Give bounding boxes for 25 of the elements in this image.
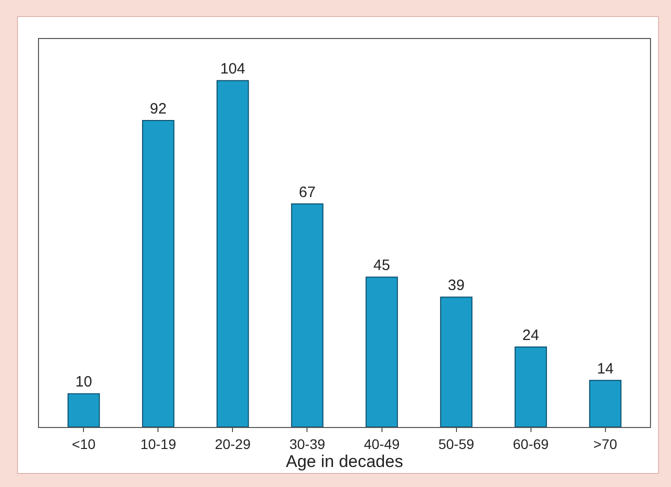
- data-label: 24: [522, 327, 540, 344]
- x-tick-label: >70: [593, 436, 618, 452]
- x-axis-title: Age in decades: [286, 452, 404, 471]
- x-tick-label: 60-69: [512, 436, 549, 452]
- data-label: 10: [75, 374, 92, 391]
- data-label: 104: [220, 60, 246, 78]
- data-label: 67: [298, 184, 316, 201]
- bar: [291, 203, 324, 427]
- x-tick-label: 20-29: [214, 436, 251, 452]
- bar: [514, 346, 547, 427]
- bar: [366, 276, 398, 427]
- x-tick-label: 10-19: [140, 436, 176, 452]
- data-label: 39: [448, 277, 465, 294]
- data-label: 14: [596, 360, 614, 378]
- bar: [142, 120, 174, 427]
- data-label: 92: [150, 100, 167, 118]
- bar: [440, 296, 472, 427]
- bar: [68, 393, 100, 427]
- x-tick-label: 50-59: [438, 436, 474, 452]
- x-tick-label: <10: [72, 436, 96, 452]
- data-label: 45: [373, 257, 390, 274]
- bar: [216, 80, 249, 427]
- bar: [589, 380, 622, 427]
- x-tick-label: 40-49: [364, 436, 400, 452]
- x-tick-label: 30-39: [289, 436, 326, 452]
